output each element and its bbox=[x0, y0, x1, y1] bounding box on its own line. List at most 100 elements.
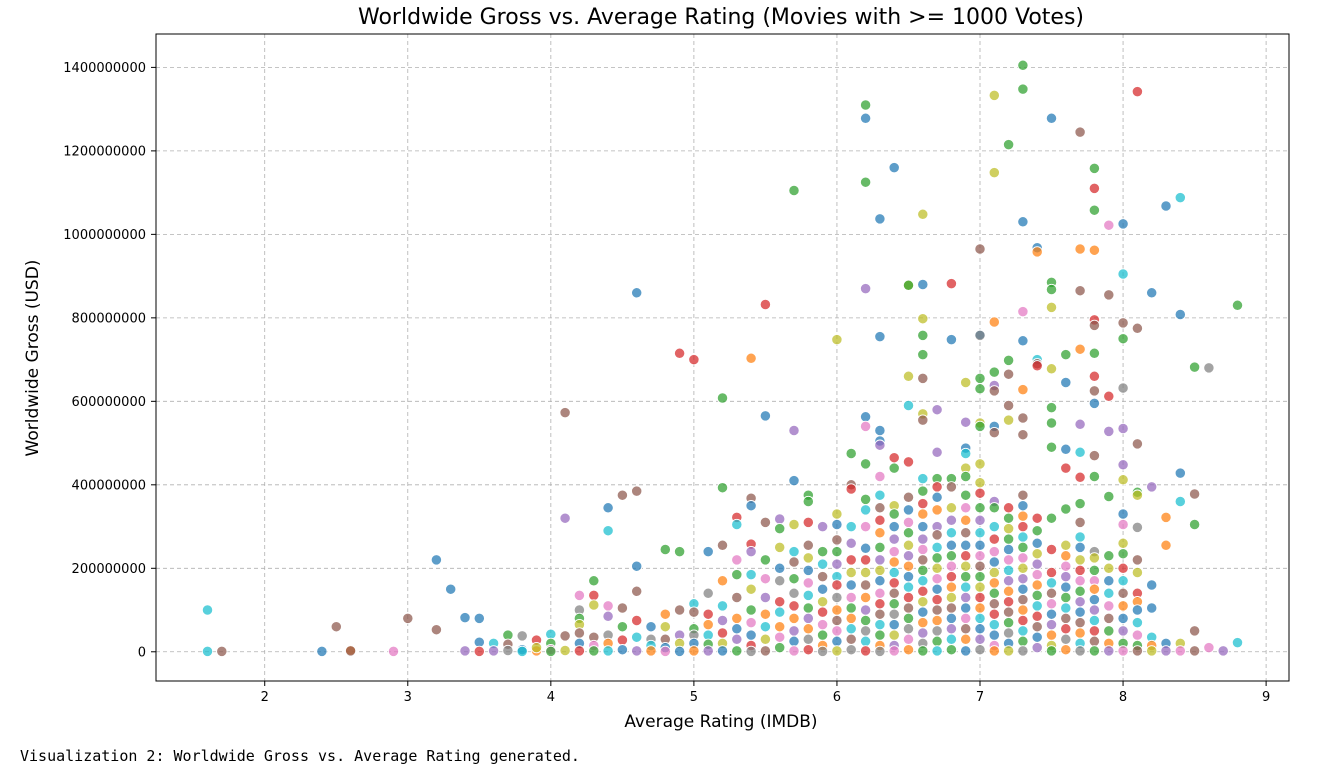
data-point bbox=[1017, 500, 1029, 512]
data-point bbox=[874, 514, 886, 526]
data-point bbox=[960, 570, 972, 583]
data-point bbox=[931, 562, 943, 574]
data-point bbox=[960, 514, 972, 526]
data-point bbox=[917, 313, 929, 325]
data-point bbox=[1117, 317, 1129, 329]
data-point bbox=[859, 520, 872, 533]
data-point bbox=[831, 635, 843, 647]
data-point bbox=[1031, 246, 1043, 258]
data-point bbox=[330, 621, 342, 633]
data-point bbox=[1060, 539, 1072, 551]
data-point bbox=[702, 618, 714, 631]
data-point bbox=[988, 316, 1000, 328]
data-point bbox=[902, 504, 915, 516]
data-point bbox=[731, 633, 743, 645]
scatter-chart: Worldwide Gross vs. Average Rating (Movi… bbox=[23, 5, 1290, 732]
data-point bbox=[1088, 552, 1101, 564]
data-point bbox=[931, 491, 943, 503]
x-tick-label: 8 bbox=[1119, 690, 1127, 705]
data-point bbox=[960, 633, 972, 645]
data-point bbox=[631, 614, 643, 627]
data-point bbox=[802, 495, 814, 508]
data-point bbox=[988, 166, 1000, 179]
data-point bbox=[1074, 497, 1086, 510]
data-point bbox=[945, 502, 958, 514]
data-point bbox=[1088, 397, 1101, 410]
data-point bbox=[631, 585, 643, 597]
data-point bbox=[1031, 631, 1043, 643]
data-point bbox=[1146, 579, 1158, 591]
x-axis-label: Average Rating (IMDB) bbox=[624, 712, 817, 732]
data-point bbox=[1174, 467, 1186, 479]
data-point bbox=[1088, 204, 1101, 216]
data-point bbox=[1017, 614, 1029, 627]
data-point bbox=[745, 352, 757, 364]
data-point bbox=[1117, 612, 1129, 625]
data-point bbox=[1045, 283, 1058, 296]
data-point bbox=[201, 645, 214, 658]
data-point bbox=[902, 633, 915, 645]
data-point bbox=[888, 533, 900, 545]
data-point bbox=[659, 621, 671, 633]
data-point bbox=[1117, 218, 1129, 230]
data-point bbox=[917, 554, 929, 566]
data-point bbox=[788, 600, 800, 612]
x-tick-label: 5 bbox=[690, 690, 698, 705]
data-point bbox=[802, 644, 814, 656]
data-point bbox=[1217, 645, 1229, 657]
data-point bbox=[716, 645, 729, 657]
data-point bbox=[874, 598, 886, 610]
data-point bbox=[974, 243, 986, 255]
data-point bbox=[831, 508, 843, 520]
data-point bbox=[774, 522, 786, 535]
data-point bbox=[988, 608, 1000, 620]
data-point bbox=[602, 610, 614, 622]
data-point bbox=[1031, 548, 1043, 560]
data-point bbox=[1203, 641, 1215, 654]
data-point bbox=[917, 627, 929, 639]
data-point bbox=[931, 529, 943, 541]
data-point bbox=[1074, 554, 1086, 566]
data-point bbox=[960, 539, 972, 551]
data-point bbox=[1174, 645, 1186, 657]
data-point bbox=[1117, 600, 1129, 612]
data-point bbox=[1117, 587, 1129, 599]
x-tick-label: 7 bbox=[976, 690, 984, 705]
data-point bbox=[831, 333, 843, 346]
data-point bbox=[645, 621, 657, 633]
data-point bbox=[831, 614, 843, 627]
y-axis-label: Worldwide Gross (USD) bbox=[23, 260, 43, 457]
data-point bbox=[1017, 573, 1029, 585]
data-point bbox=[931, 635, 943, 647]
data-point bbox=[888, 452, 900, 464]
data-point bbox=[1045, 645, 1058, 657]
data-point bbox=[859, 579, 872, 591]
data-point bbox=[917, 645, 929, 657]
data-point bbox=[1002, 606, 1015, 618]
data-point bbox=[745, 583, 757, 595]
data-point bbox=[1174, 308, 1186, 321]
data-point bbox=[802, 612, 814, 625]
data-point bbox=[974, 612, 986, 625]
data-point bbox=[1074, 343, 1086, 355]
data-point bbox=[802, 633, 814, 645]
data-point bbox=[1045, 608, 1058, 620]
data-point bbox=[1017, 552, 1029, 564]
data-point bbox=[1131, 322, 1144, 334]
data-point bbox=[1060, 623, 1072, 635]
data-point bbox=[859, 625, 872, 637]
data-point bbox=[945, 560, 958, 572]
data-point bbox=[1074, 575, 1086, 587]
data-point bbox=[1088, 449, 1101, 462]
data-point bbox=[1017, 412, 1029, 424]
data-point bbox=[831, 625, 843, 637]
data-point bbox=[1060, 644, 1072, 656]
data-point bbox=[516, 630, 528, 642]
data-point bbox=[859, 282, 872, 295]
data-point bbox=[1160, 511, 1172, 524]
data-point bbox=[802, 577, 814, 589]
chart-title: Worldwide Gross vs. Average Rating (Movi… bbox=[358, 5, 1084, 30]
data-point bbox=[1017, 604, 1029, 616]
data-point bbox=[1188, 361, 1201, 373]
data-point bbox=[931, 645, 943, 657]
